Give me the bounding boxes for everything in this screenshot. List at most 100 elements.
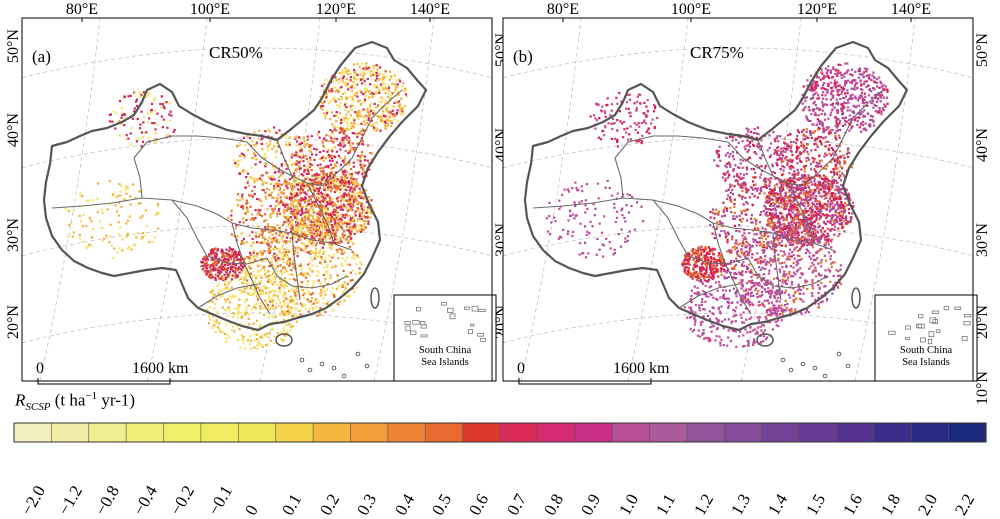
data-pixel bbox=[244, 156, 246, 158]
data-pixel bbox=[376, 64, 378, 66]
data-pixel bbox=[353, 188, 355, 190]
data-pixel bbox=[395, 86, 397, 88]
data-pixel bbox=[389, 111, 391, 113]
data-pixel bbox=[391, 121, 393, 123]
data-pixel bbox=[227, 284, 229, 286]
data-pixel bbox=[323, 157, 325, 159]
data-pixel bbox=[331, 257, 333, 259]
data-pixel bbox=[369, 107, 371, 109]
data-pixel bbox=[339, 248, 341, 250]
data-pixel bbox=[342, 215, 344, 217]
data-pixel bbox=[207, 259, 209, 261]
data-pixel bbox=[281, 238, 283, 240]
data-pixel bbox=[363, 130, 365, 132]
data-pixel bbox=[293, 307, 295, 309]
data-pixel bbox=[281, 253, 283, 255]
data-pixel bbox=[272, 212, 274, 214]
data-pixel bbox=[275, 316, 277, 318]
data-pixel bbox=[225, 341, 227, 343]
data-pixel bbox=[310, 151, 312, 153]
data-pixel bbox=[354, 123, 356, 125]
data-pixel bbox=[360, 79, 362, 81]
data-pixel bbox=[248, 194, 250, 196]
data-pixel bbox=[323, 250, 325, 252]
data-pixel bbox=[224, 333, 226, 335]
data-pixel bbox=[303, 185, 305, 187]
data-pixel bbox=[216, 319, 218, 321]
data-pixel bbox=[817, 186, 819, 188]
data-pixel bbox=[120, 117, 122, 119]
data-pixel bbox=[331, 171, 333, 173]
data-pixel bbox=[816, 203, 818, 205]
data-pixel bbox=[350, 182, 352, 184]
data-pixel bbox=[829, 196, 831, 198]
data-pixel bbox=[829, 206, 831, 208]
data-pixel bbox=[825, 217, 827, 219]
data-pixel bbox=[310, 207, 312, 209]
data-pixel bbox=[277, 259, 279, 261]
data-pixel bbox=[344, 217, 346, 219]
data-pixel bbox=[847, 92, 849, 94]
data-pixel bbox=[273, 248, 275, 250]
data-pixel bbox=[154, 128, 156, 130]
data-pixel bbox=[823, 82, 825, 84]
data-pixel bbox=[368, 67, 370, 69]
data-pixel bbox=[838, 122, 840, 124]
data-pixel bbox=[285, 229, 287, 231]
data-pixel bbox=[293, 290, 295, 292]
data-pixel bbox=[813, 180, 815, 182]
data-pixel bbox=[280, 133, 282, 135]
data-pixel bbox=[234, 162, 236, 164]
data-pixel bbox=[355, 214, 357, 216]
data-pixel bbox=[214, 253, 216, 255]
data-pixel bbox=[348, 142, 350, 144]
data-pixel bbox=[353, 184, 355, 186]
data-pixel bbox=[822, 185, 824, 187]
data-pixel bbox=[260, 324, 262, 326]
data-pixel bbox=[334, 222, 336, 224]
data-pixel bbox=[325, 100, 327, 102]
data-pixel bbox=[125, 139, 127, 141]
data-pixel bbox=[317, 174, 319, 176]
data-pixel bbox=[269, 226, 271, 228]
data-pixel bbox=[378, 116, 380, 118]
data-pixel bbox=[286, 285, 288, 287]
data-pixel bbox=[283, 300, 285, 302]
data-pixel bbox=[231, 233, 233, 235]
data-pixel bbox=[837, 186, 839, 188]
data-pixel bbox=[301, 208, 303, 210]
data-pixel bbox=[811, 244, 813, 246]
data-pixel bbox=[126, 134, 128, 136]
data-pixel bbox=[322, 170, 324, 172]
data-pixel bbox=[268, 189, 270, 191]
data-pixel bbox=[288, 142, 290, 144]
data-pixel bbox=[302, 160, 304, 162]
data-pixel bbox=[170, 111, 172, 113]
data-pixel bbox=[110, 224, 112, 226]
data-pixel bbox=[242, 336, 244, 338]
data-pixel bbox=[119, 226, 121, 228]
data-pixel bbox=[327, 301, 329, 303]
data-pixel bbox=[815, 199, 817, 201]
data-pixel bbox=[851, 212, 853, 214]
data-pixel bbox=[255, 307, 257, 309]
data-pixel bbox=[287, 216, 289, 218]
data-pixel bbox=[111, 121, 113, 123]
data-pixel bbox=[342, 284, 344, 286]
data-pixel bbox=[306, 289, 308, 291]
data-pixel bbox=[820, 235, 822, 237]
data-pixel bbox=[344, 156, 346, 158]
data-pixel bbox=[150, 109, 152, 111]
data-pixel bbox=[384, 69, 386, 71]
data-pixel bbox=[378, 78, 380, 80]
data-pixel bbox=[309, 178, 311, 180]
data-pixel bbox=[285, 144, 287, 146]
data-pixel bbox=[841, 192, 843, 194]
data-pixel bbox=[271, 298, 273, 300]
data-pixel bbox=[394, 102, 396, 104]
data-pixel bbox=[222, 250, 224, 252]
data-pixel bbox=[337, 200, 339, 202]
data-pixel bbox=[343, 204, 345, 206]
data-pixel bbox=[247, 173, 249, 175]
data-pixel bbox=[816, 81, 818, 83]
